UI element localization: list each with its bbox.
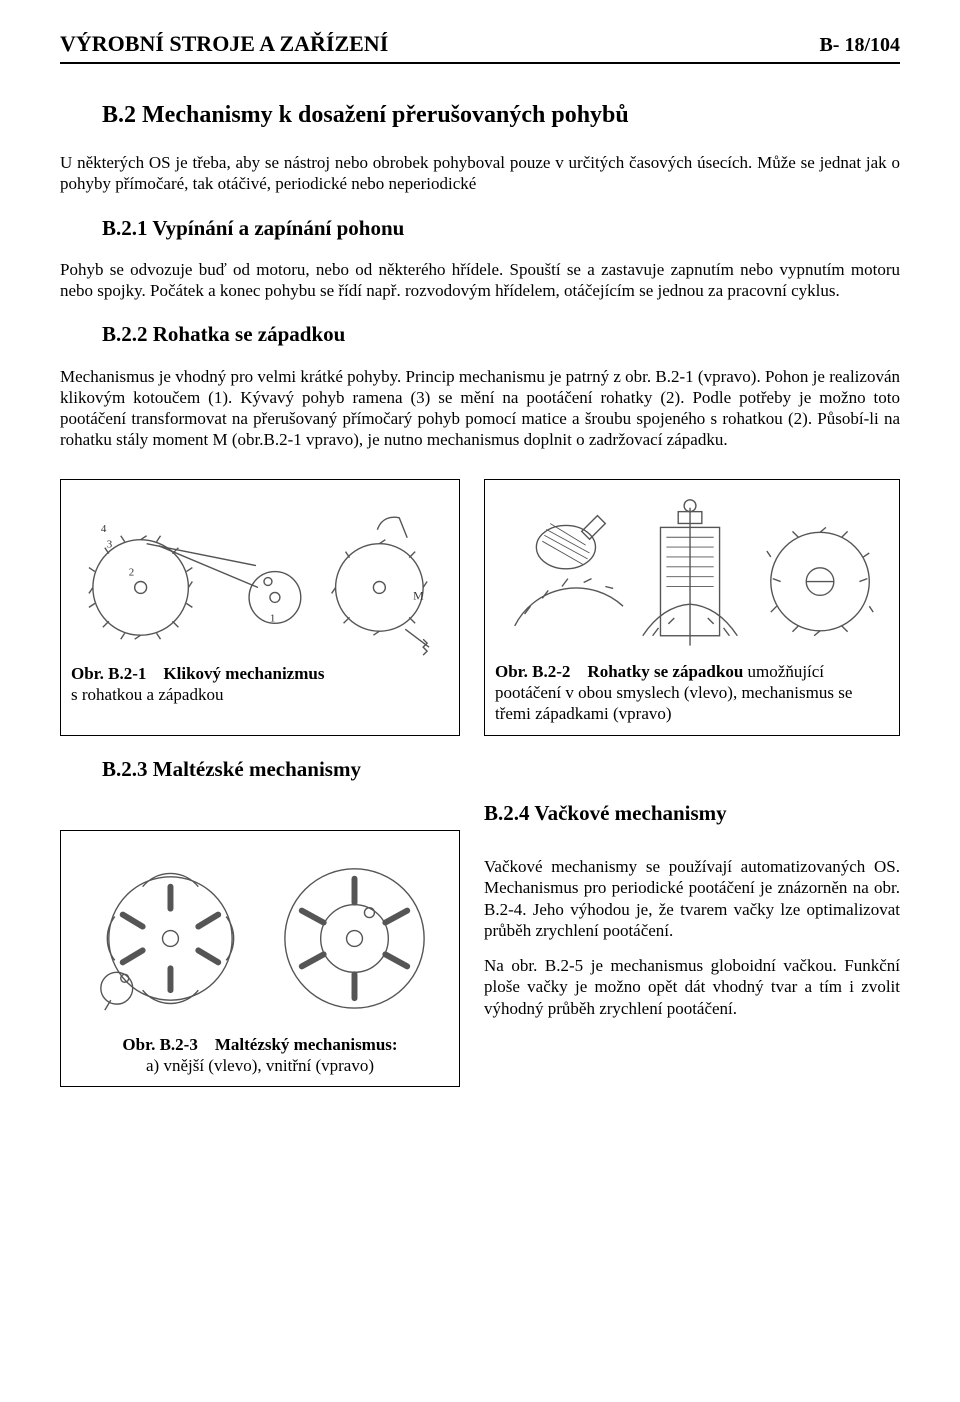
figure-b23-caption: Obr. B.2-3 Maltézský mechanismus: a) vně… [71, 1034, 449, 1077]
figure-b21-caption: Obr. B.2-1 Klikový mechanizmus s rohatko… [71, 663, 449, 706]
para-b21-1: Pohyb se odvozuje buď od motoru, nebo od… [60, 259, 900, 302]
para-b2-1: U některých OS je třeba, aby se nástroj … [60, 152, 900, 195]
figure-b22-box: Obr. B.2-2 Rohatky se západkou umožňujíc… [484, 479, 900, 736]
heading-b24: B.2.4 Vačkové mechanismy [484, 800, 900, 826]
para-b24-2: Na obr. B.2-5 je mechanismus globoidní v… [484, 955, 900, 1019]
col-right: B.2.4 Vačkové mechanismy Vačkové mechani… [484, 800, 900, 1033]
heading-b21: B.2.1 Vypínání a zapínání pohonu [102, 215, 900, 241]
fig-b22-title: Rohatky se západkou [587, 662, 743, 681]
figure-b21-box: 2 3 4 1 [60, 479, 460, 736]
bottom-columns: Obr. B.2-3 Maltézský mechanismus: a) vně… [60, 800, 900, 1088]
para-b24-1: Vačkové mechanismy se používají automati… [484, 856, 900, 941]
page-header: VÝROBNÍ STROJE A ZAŘÍZENÍ B- 18/104 [60, 30, 900, 64]
svg-text:2: 2 [129, 566, 134, 578]
svg-text:4: 4 [101, 522, 107, 534]
fig-b23-title: Maltézský mechanismus: [215, 1035, 398, 1054]
fig-b21-title: Klikový mechanizmus [163, 664, 324, 683]
figure-b22-svg [495, 488, 889, 655]
fig-b23-obr: Obr. B.2-3 [122, 1035, 197, 1054]
figure-b22-caption: Obr. B.2-2 Rohatky se západkou umožňujíc… [495, 661, 889, 725]
svg-text:M: M [413, 588, 424, 602]
fig-b21-rest: s rohatkou a západkou [71, 685, 223, 704]
heading-b23: B.2.3 Maltézské mechanismy [102, 756, 900, 782]
fig-b22-obr: Obr. B.2-2 [495, 662, 570, 681]
header-right: B- 18/104 [819, 33, 900, 58]
svg-text:1: 1 [270, 612, 275, 624]
header-left: VÝROBNÍ STROJE A ZAŘÍZENÍ [60, 30, 388, 58]
figure-b21-svg: 2 3 4 1 [71, 488, 449, 657]
heading-b22: B.2.2 Rohatka se západkou [102, 321, 900, 347]
svg-text:3: 3 [107, 538, 113, 550]
heading-b2: B.2 Mechanismy k dosažení přerušovaných … [102, 100, 900, 130]
col-left: Obr. B.2-3 Maltézský mechanismus: a) vně… [60, 800, 460, 1088]
figure-b23-box: Obr. B.2-3 Maltézský mechanismus: a) vně… [60, 830, 460, 1088]
figure-b23-svg [71, 839, 449, 1028]
fig-b23-rest: a) vnější (vlevo), vnitřní (vpravo) [146, 1056, 374, 1075]
fig-b21-obr: Obr. B.2-1 [71, 664, 146, 683]
para-b22-1: Mechanismus je vhodný pro velmi krátké p… [60, 366, 900, 451]
figures-row-1: 2 3 4 1 [60, 479, 900, 736]
